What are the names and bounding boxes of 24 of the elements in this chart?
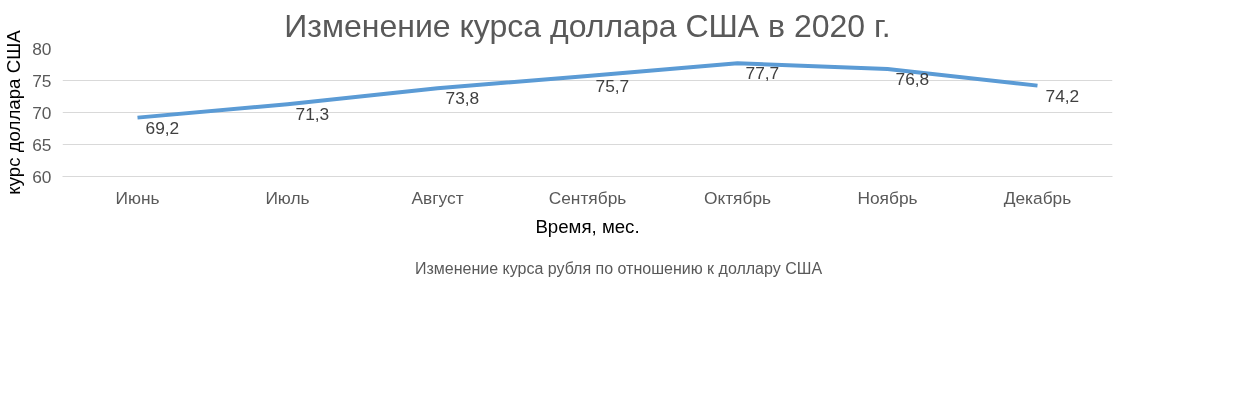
y-tick-label: 80 — [32, 38, 52, 59]
text: Изменение курса рубля по отношению к доллару США — [414, 260, 823, 278]
y-tick-label: 70 — [32, 102, 52, 123]
x-tick-label: Июнь — [115, 187, 160, 208]
data-label: 76,8 — [895, 68, 930, 89]
chart-title: Изменение курса доллара США в 2020 г. — [284, 7, 891, 44]
y-tick-label: 60 — [32, 166, 52, 187]
x-tick-label: Август — [411, 187, 464, 208]
data-label: 74,2 — [1045, 85, 1080, 106]
data-label: 73,8 — [445, 88, 480, 109]
y-axis-title: курс доллара США — [3, 29, 25, 195]
x-tick-label: Ноябрь — [857, 187, 918, 208]
data-label: 69,2 — [145, 117, 180, 138]
y-tick-label: 65 — [32, 134, 52, 155]
y-tick-label: 75 — [32, 70, 52, 91]
data-label: 77,7 — [745, 63, 780, 84]
x-tick-label: Июль — [265, 187, 310, 208]
data-label: 71,3 — [295, 104, 330, 125]
x-tick-label: Сентябрь — [548, 187, 627, 208]
x-tick-label: Декабрь — [1003, 187, 1072, 208]
x-axis-title: Время, мес. — [535, 215, 640, 237]
x-tick-label: Октябрь — [703, 187, 772, 208]
line-series — [135, 61, 1040, 120]
data-label: 75,7 — [595, 76, 630, 97]
